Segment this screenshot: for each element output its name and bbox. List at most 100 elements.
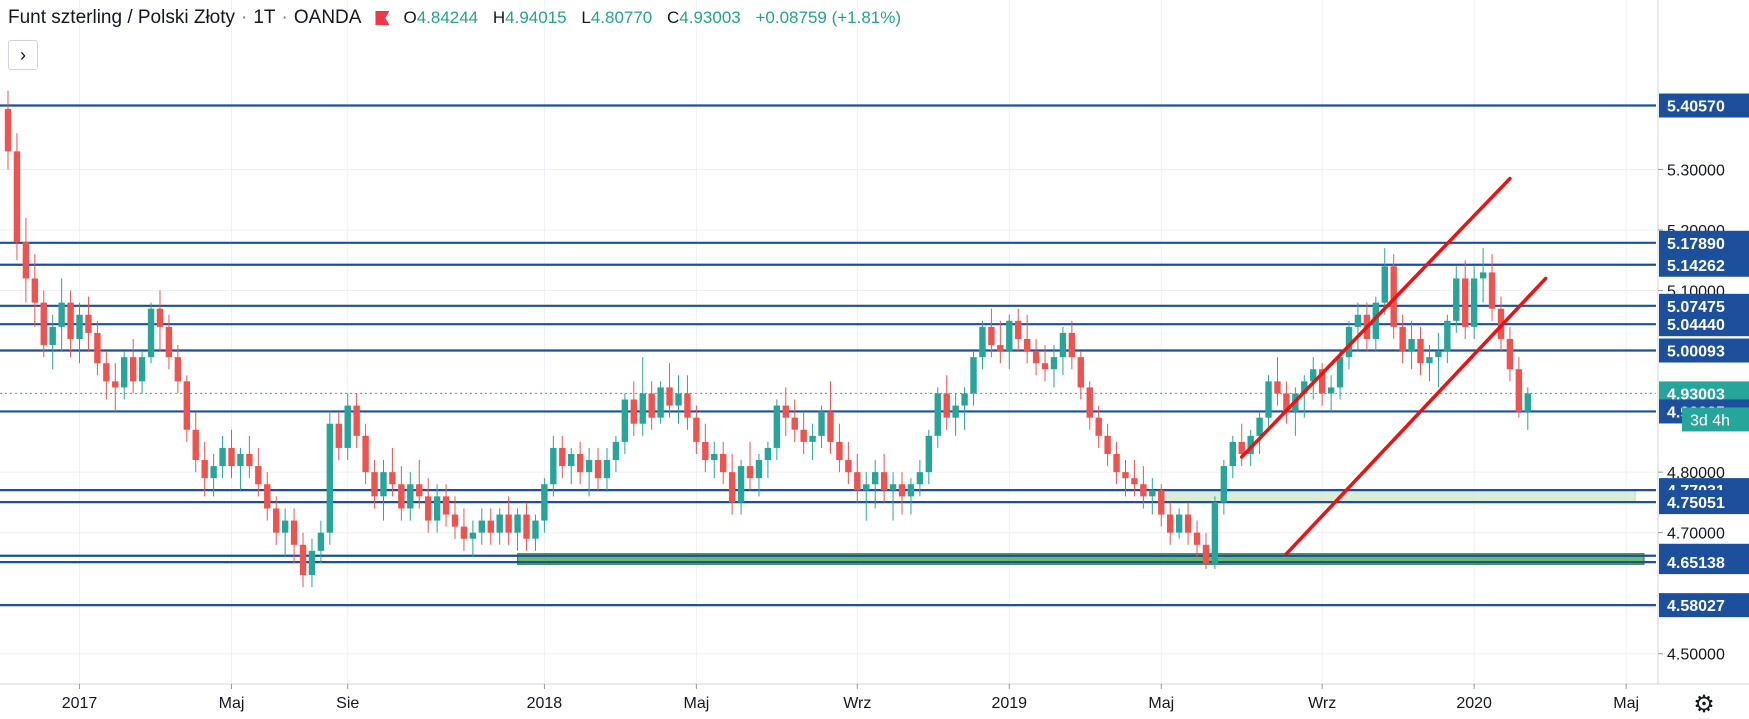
candle-down [648, 393, 655, 418]
candle-down [1167, 514, 1174, 533]
candle-down [684, 393, 691, 418]
candle-up [961, 393, 968, 406]
candle-down [4, 108, 12, 152]
candle-down [290, 520, 298, 545]
candle-up [755, 460, 763, 479]
legend-separator: · [281, 7, 288, 28]
candle-up [49, 326, 56, 346]
candle-up [952, 405, 959, 418]
candle-up [1149, 490, 1156, 497]
candle-down [67, 302, 74, 339]
open-label: O [403, 8, 417, 27]
candle-down [1113, 453, 1120, 473]
candle-down [192, 429, 199, 461]
candle-down [371, 472, 378, 497]
level-label: 4.65138 [1667, 555, 1725, 572]
candle-up [1265, 381, 1272, 418]
candle-up [1354, 314, 1362, 327]
candle-up [514, 514, 521, 533]
candle-up [1470, 278, 1478, 327]
candle-down [943, 393, 950, 418]
candle-up [1345, 326, 1353, 358]
open-value: 4.84244 [416, 8, 479, 27]
y-tick-label: 4.70000 [1667, 526, 1725, 543]
candle-down [630, 399, 637, 424]
countdown-label: 3d 4h [1690, 412, 1730, 429]
x-tick-label: Maj [1148, 695, 1174, 712]
candle-down [1238, 441, 1245, 454]
candle-up [210, 466, 217, 479]
level-label: 5.00093 [1667, 344, 1725, 361]
chevron-right-icon[interactable]: › [8, 40, 38, 70]
candle-down [1158, 490, 1165, 515]
candle-up [1453, 278, 1460, 321]
candle-down [1193, 532, 1201, 545]
candle-up [219, 447, 226, 467]
level-label: 5.14262 [1667, 258, 1725, 275]
candle-up [76, 314, 83, 339]
candle-up [1336, 357, 1344, 388]
x-tick-label: 2017 [62, 695, 98, 712]
candle-up [1059, 332, 1067, 358]
candle-down [1068, 332, 1076, 358]
candle-down [299, 544, 307, 576]
candle-up [907, 484, 915, 497]
level-label-bg [1659, 93, 1749, 118]
y-tick-label: 5.30000 [1667, 162, 1725, 179]
candle-down [1515, 369, 1523, 412]
close-label: C [667, 8, 680, 27]
candle-up [925, 435, 933, 473]
candle-up [237, 453, 244, 467]
candle-down [353, 405, 360, 436]
flag-icon[interactable] [375, 11, 390, 25]
x-tick-label: Maj [1613, 695, 1639, 712]
candle-down [31, 278, 39, 303]
candle-up [317, 532, 325, 551]
candle-down [416, 484, 423, 497]
candle-down [1032, 351, 1040, 364]
candle-down [800, 429, 807, 442]
candle-down [273, 508, 280, 533]
candle-down [398, 484, 405, 509]
candle-up [326, 423, 334, 533]
gear-icon[interactable]: ⚙ [1693, 690, 1715, 718]
high-label: H [492, 8, 506, 27]
candle-up [585, 460, 593, 473]
level-label-bg [1659, 252, 1749, 277]
x-tick-label: 2018 [527, 695, 563, 712]
candle-up [469, 532, 477, 539]
symbol-name[interactable]: Funt szterling / Polski Złoty [8, 7, 236, 28]
candle-down [702, 441, 709, 461]
candle-down [594, 460, 602, 479]
candle-up [478, 520, 486, 533]
level-label: 5.04440 [1667, 317, 1725, 334]
candle-up [809, 435, 816, 442]
candle-down [720, 453, 727, 473]
interval[interactable]: 1T [253, 7, 276, 28]
candle-up [121, 357, 128, 388]
candle-up [612, 441, 620, 461]
candle-up [871, 472, 879, 485]
level-label: 4.75051 [1667, 495, 1725, 512]
candle-up [675, 393, 682, 406]
candle-down [997, 345, 1004, 352]
candle-down [1104, 435, 1111, 454]
candle-down [487, 520, 494, 533]
chart-legend: Funt szterling / Polski Złoty · 1T · OAN… [8, 4, 911, 32]
candle-up [147, 308, 155, 358]
candle-up [433, 496, 441, 521]
candle-down [988, 326, 995, 346]
candle-down [264, 484, 271, 509]
candle-down [460, 526, 468, 539]
candle-down [845, 460, 852, 473]
candle-up [1444, 320, 1451, 352]
level-label: 5.40570 [1667, 99, 1725, 116]
x-tick-label: Wrz [1308, 695, 1336, 712]
low-label: L [581, 8, 591, 27]
x-tick-label: Maj [219, 695, 245, 712]
candle-down [13, 151, 21, 243]
candle-up [934, 393, 941, 436]
candle-up [1524, 393, 1531, 412]
candle-up [1310, 369, 1317, 382]
